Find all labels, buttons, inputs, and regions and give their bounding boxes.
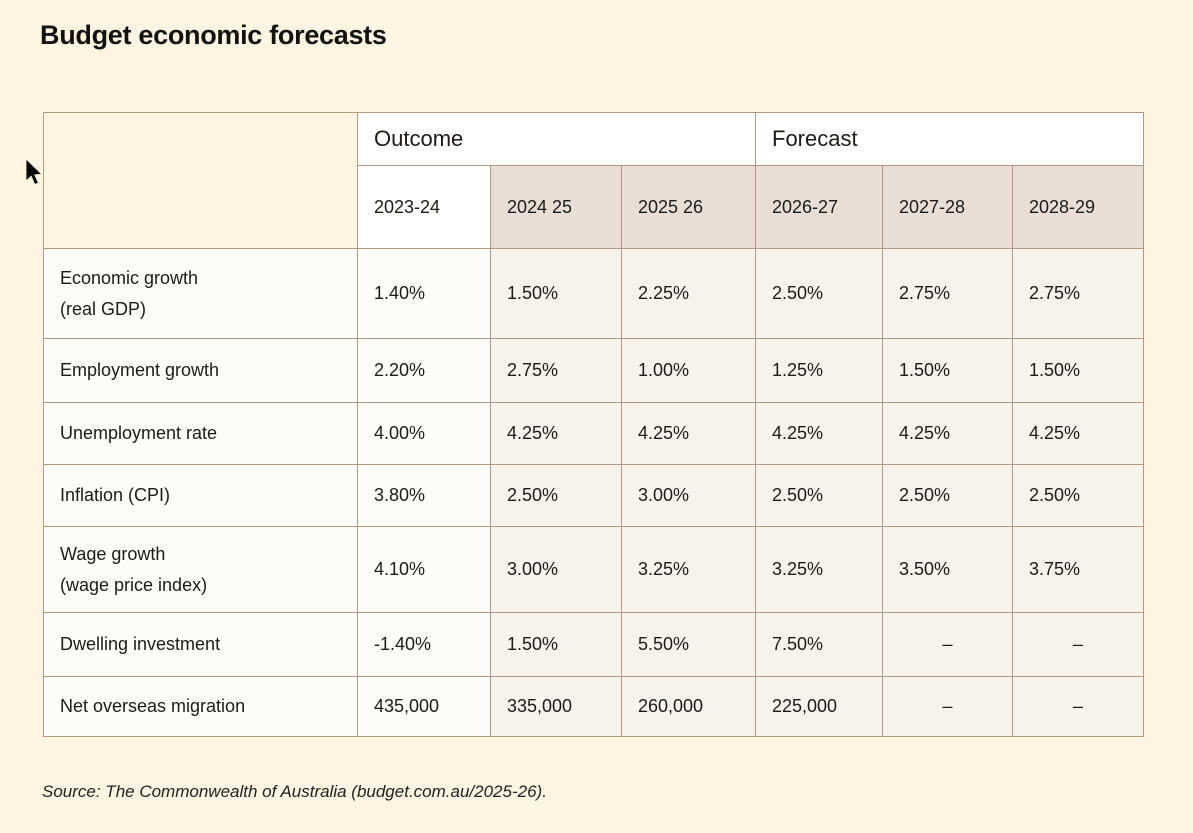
budget-forecast-table: Outcome Forecast 2023-24 2024 25 2025 26…	[43, 112, 1145, 737]
cell-value: 5.50%	[621, 612, 756, 677]
cell-value: 1.00%	[621, 338, 756, 403]
row-label: Wage growth (wage price index)	[43, 526, 358, 613]
cell-value: 1.50%	[1011, 338, 1145, 403]
table-row-economic-growth: Economic growth (real GDP) 1.40% 1.50% 2.…	[43, 248, 1145, 339]
cell-value: 2.50%	[755, 464, 883, 527]
cell-value: 1.50%	[490, 248, 622, 339]
row-label: Inflation (CPI)	[43, 464, 358, 527]
cell-value: 2.50%	[882, 464, 1013, 527]
table-row-employment-growth: Employment growth 2.20% 2.75% 1.00% 1.25…	[43, 338, 1145, 403]
row-label: Net overseas migration	[43, 676, 358, 737]
cell-value: 1.40%	[357, 248, 491, 339]
row-label: Dwelling investment	[43, 612, 358, 677]
cell-value: 260,000	[621, 676, 756, 737]
cell-value: 1.25%	[755, 338, 883, 403]
table-corner-spacer	[43, 112, 358, 249]
cell-value: 4.00%	[357, 402, 491, 465]
mouse-cursor-icon	[25, 158, 43, 186]
cell-value: –	[882, 612, 1013, 677]
cell-value: 4.25%	[1011, 402, 1145, 465]
year-header-2027-28: 2027-28	[882, 165, 1013, 249]
column-group-forecast: Forecast	[754, 112, 1145, 166]
table-row-dwelling-investment: Dwelling investment -1.40% 1.50% 5.50% 7…	[43, 612, 1145, 677]
row-label: Unemployment rate	[43, 402, 358, 465]
cell-value: 2.25%	[621, 248, 756, 339]
cell-value: –	[1011, 612, 1145, 677]
row-label: Economic growth (real GDP)	[43, 248, 358, 339]
cell-value: 2.50%	[490, 464, 622, 527]
year-header-2025-26: 2025 26	[621, 165, 756, 249]
cell-value: 4.25%	[490, 402, 622, 465]
cell-value: 2.75%	[490, 338, 622, 403]
row-label: Employment growth	[43, 338, 358, 403]
cell-value: 3.25%	[621, 526, 756, 613]
page-title: Budget economic forecasts	[40, 20, 387, 50]
column-group-outcome: Outcome	[357, 112, 756, 166]
cell-value: –	[1011, 676, 1145, 737]
cell-value: 2.50%	[1011, 464, 1145, 527]
cell-value: 4.25%	[755, 402, 883, 465]
cell-value: 335,000	[490, 676, 622, 737]
cell-value: 3.80%	[357, 464, 491, 527]
cell-value: 1.50%	[882, 338, 1013, 403]
table-row-unemployment-rate: Unemployment rate 4.00% 4.25% 4.25% 4.25…	[43, 402, 1145, 465]
cell-value: 2.20%	[357, 338, 491, 403]
cell-value: 4.25%	[882, 402, 1013, 465]
cell-value: 2.75%	[1011, 248, 1145, 339]
cell-value: 225,000	[755, 676, 883, 737]
year-header-2024-25: 2024 25	[490, 165, 622, 249]
cell-value: 4.25%	[621, 402, 756, 465]
source-note: Source: The Commonwealth of Australia (b…	[42, 782, 547, 801]
table-row-inflation-cpi: Inflation (CPI) 3.80% 2.50% 3.00% 2.50% …	[43, 464, 1145, 527]
cell-value: 3.50%	[882, 526, 1013, 613]
cell-value: 4.10%	[357, 526, 491, 613]
year-header-2026-27: 2026-27	[755, 165, 883, 249]
cell-value: 2.75%	[882, 248, 1013, 339]
cell-value: 3.25%	[755, 526, 883, 613]
cell-value: 2.50%	[755, 248, 883, 339]
cell-value: 3.75%	[1011, 526, 1145, 613]
cell-value: -1.40%	[357, 612, 491, 677]
cell-value: –	[882, 676, 1013, 737]
cell-value: 1.50%	[490, 612, 622, 677]
cell-value: 435,000	[357, 676, 491, 737]
cell-value: 7.50%	[755, 612, 883, 677]
year-header-2023-24: 2023-24	[357, 165, 491, 249]
year-header-2028-29: 2028-29	[1011, 165, 1145, 249]
cell-value: 3.00%	[490, 526, 622, 613]
cell-value: 3.00%	[621, 464, 756, 527]
table-row-net-overseas-migration: Net overseas migration 435,000 335,000 2…	[43, 676, 1145, 737]
table-row-wage-growth: Wage growth (wage price index) 4.10% 3.00…	[43, 526, 1145, 613]
